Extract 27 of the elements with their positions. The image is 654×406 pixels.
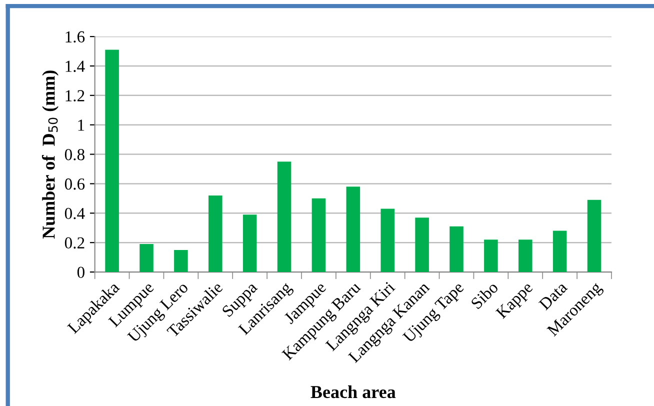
bar xyxy=(450,226,464,272)
bar xyxy=(140,244,154,272)
bar xyxy=(174,250,188,272)
y-axis-title: Number of D$_{50}$ (mm) xyxy=(42,70,58,239)
bar xyxy=(552,230,567,272)
bar xyxy=(346,186,360,272)
y-tick-label: 1.2 xyxy=(66,90,84,102)
bar xyxy=(484,240,498,272)
bar xyxy=(380,208,394,272)
y-tick-label: 0.6 xyxy=(64,178,85,190)
bar xyxy=(208,195,222,272)
y-tick-label: 1 xyxy=(78,120,84,131)
bar xyxy=(415,218,429,272)
y-tick-label: 0.4 xyxy=(64,208,85,220)
y-tick-label: 0 xyxy=(77,266,84,278)
bar xyxy=(312,198,326,272)
x-axis-title: Beach area xyxy=(310,385,396,398)
bar xyxy=(587,200,602,272)
bar xyxy=(105,50,119,272)
y-tick-label: 0.2 xyxy=(64,237,84,249)
bar xyxy=(242,214,257,272)
bar xyxy=(277,162,292,272)
y-tick-label: 1.4 xyxy=(66,60,85,72)
x-tick-label: Sibo xyxy=(470,280,499,310)
bar xyxy=(518,240,532,272)
y-tick-label: 1.6 xyxy=(66,31,85,43)
y-tick-label: 0.8 xyxy=(64,148,84,160)
